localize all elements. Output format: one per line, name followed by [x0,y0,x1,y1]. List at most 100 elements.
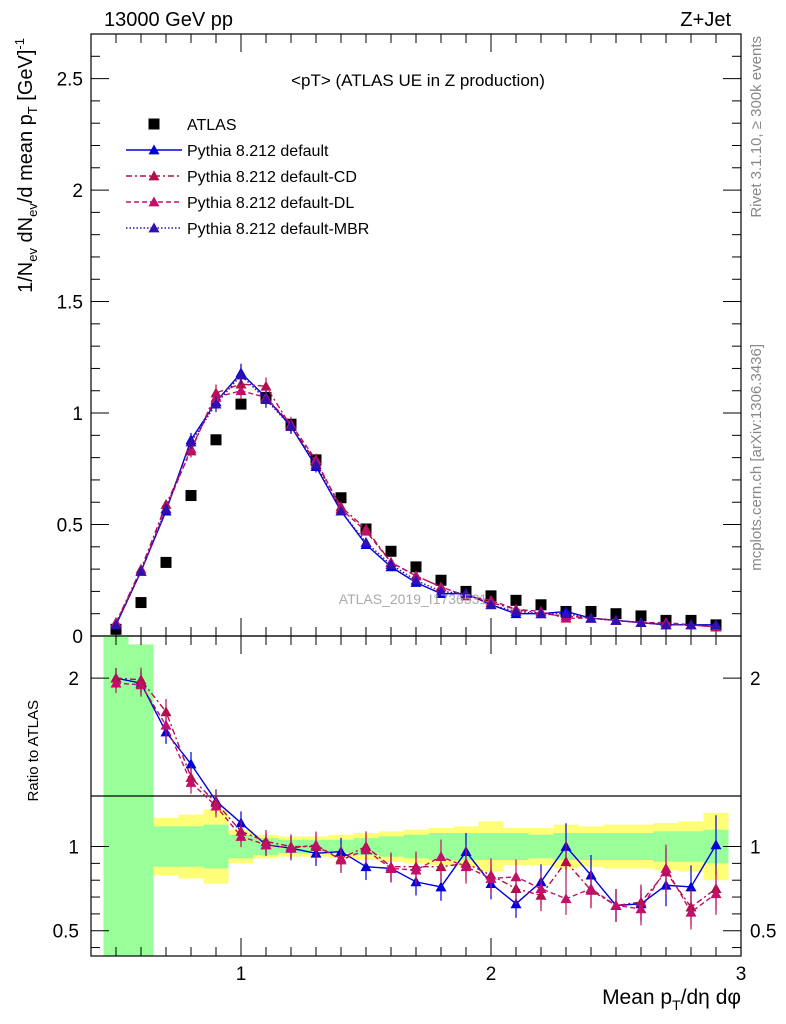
x-tick-label: 1 [236,964,247,985]
triangle-marker [160,503,172,514]
triangle-marker [485,873,497,883]
legend-entry: Pythia 8.212 default [126,143,329,160]
series-pythia-8-212-default-mbr [110,366,722,630]
triangle-marker [635,617,647,628]
triangle-marker [260,380,272,391]
triangle-marker [385,559,397,570]
square-marker [235,398,247,410]
ratio-y-tick-label-left: 0.5 [53,922,79,943]
triangle-marker [135,565,147,576]
triangle-marker [360,844,372,855]
triangle-marker [535,608,547,619]
triangle-marker [435,851,447,862]
square-marker [185,490,197,502]
square-marker [510,594,522,606]
triangle-marker [260,394,272,405]
ratio-pythia-8-212-default-dl [110,672,722,930]
triangle-marker [335,505,347,516]
triangle-marker [360,525,372,536]
triangle-marker [635,903,647,914]
triangle-marker [310,839,322,850]
triangle-marker [285,420,297,431]
top-panel-axes: 0 0.5 1 1.5 2 2.5 [57,33,742,648]
analysis-watermark: ATLAS_2019_I1736531 [339,591,488,607]
ratio-panel-axes: 0.5 0.5 1 1 2 2 1 2 3 [53,636,776,985]
square-marker [435,574,447,586]
triangle-marker [210,800,222,811]
y-tick-label: 1 [72,404,83,425]
green-band [503,833,529,860]
triangle-marker [148,222,160,233]
rivet-label: Rivet 3.1.10, ≥ 300k events [748,36,765,218]
ratio-panel-series [110,667,722,930]
triangle-marker [148,196,160,207]
triangle-marker [110,619,122,630]
square-marker [210,434,222,446]
triangle-marker [510,871,522,882]
triangle-marker [660,862,672,873]
ratio-y-axis-label: Ratio to ATLAS [25,700,42,801]
ratio-y-tick-label-right: 1 [750,838,761,859]
y-tick-label: 1.5 [57,293,83,314]
x-tick-label: 3 [736,964,747,985]
triangle-marker [185,777,197,787]
plot-title: <pT> (ATLAS UE in Z production) [291,71,545,90]
triangle-marker [610,614,622,625]
triangle-marker [685,881,697,892]
triangle-marker [135,679,147,690]
triangle-marker [110,677,122,688]
green-band [203,824,229,869]
legend-entry: Pythia 8.212 default-CD [126,169,357,186]
legend-entry: Pythia 8.212 default-MBR [126,221,369,238]
energy-label: 13000 GeV pp [104,9,233,31]
y-tick-label: 0.5 [57,516,83,537]
green-band [378,836,404,857]
triangle-marker [510,605,522,616]
triangle-marker [460,588,472,599]
ratio-y-tick-label-right: 0.5 [750,922,776,943]
square-marker [585,605,597,617]
triangle-marker [685,619,697,630]
triangle-marker [235,369,247,380]
green-band [603,833,629,860]
triangle-marker [385,862,397,873]
legend-label: ATLAS [187,117,237,134]
triangle-marker [360,536,372,547]
green-band [628,833,654,860]
triangle-marker [560,856,572,867]
legend-label: Pythia 8.212 default-DL [187,195,354,212]
triangle-marker [148,144,160,155]
process-label: Z+Jet [680,9,731,31]
square-marker [410,561,422,573]
ratio-y-tick-label-left: 2 [68,669,79,690]
triangle-marker [710,888,722,899]
triangle-marker [185,436,197,447]
triangle-marker [560,608,572,619]
y-tick-label: 2.5 [57,70,83,91]
triangle-marker [585,612,597,623]
green-band [528,834,554,859]
x-tick-label: 2 [486,964,497,985]
triangle-marker [485,599,497,610]
triangle-marker [260,839,272,850]
legend-label: Pythia 8.212 default [187,143,329,160]
triangle-marker [710,619,722,630]
square-marker [535,599,547,611]
square-marker [335,492,347,504]
legend-entry: Pythia 8.212 default-DL [126,195,354,212]
top-panel-series [110,363,722,635]
x-axis-label: Mean pT/dη dφ [602,986,741,1013]
triangle-marker [435,881,447,892]
green-band [478,833,504,860]
triangle-marker [560,893,572,904]
square-marker [160,556,172,568]
triangle-marker [685,906,697,917]
triangle-marker [285,842,297,853]
triangle-marker [235,830,247,841]
triangle-marker [535,883,547,894]
legend-label: Pythia 8.212 default-CD [187,169,357,186]
legend-entry: ATLAS [148,117,237,134]
y-tick-label: 0 [72,627,83,648]
triangle-marker [210,398,222,409]
